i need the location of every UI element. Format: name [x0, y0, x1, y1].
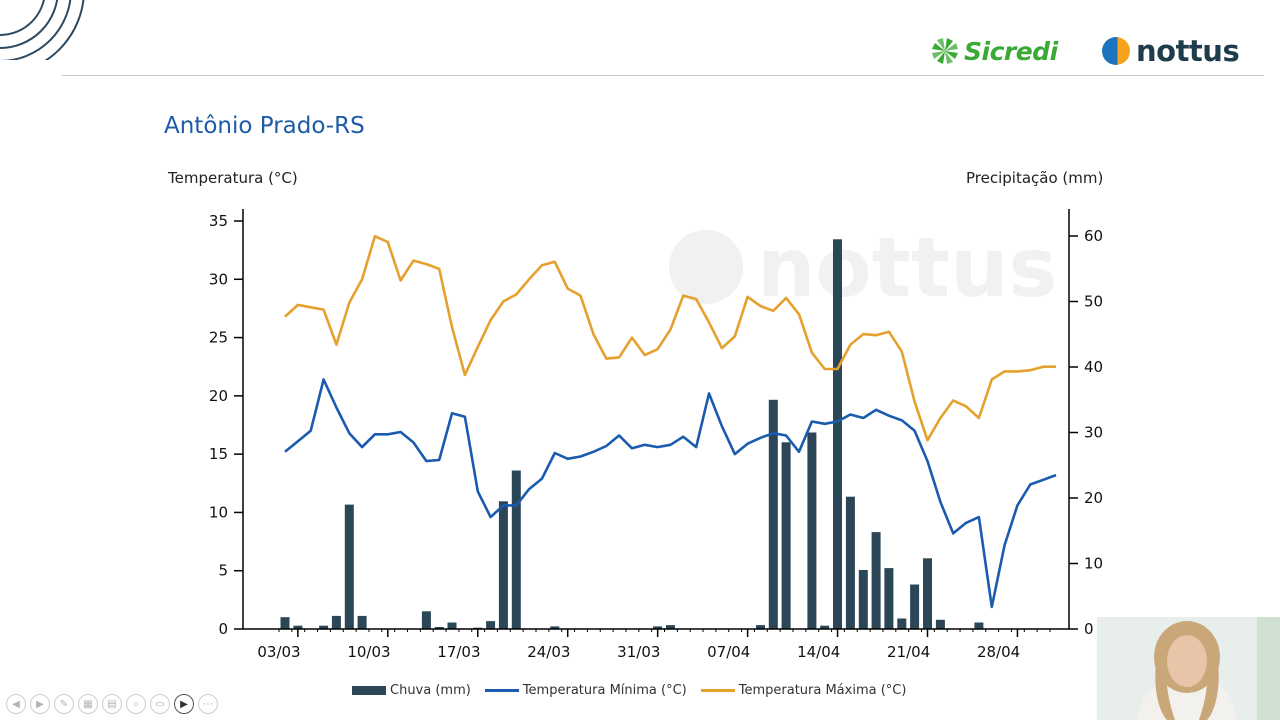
rain-bar	[666, 625, 675, 629]
sicredi-wordmark: Sicredi	[964, 36, 1058, 66]
temperature-lines	[284, 234, 1057, 609]
rain-bar	[807, 432, 817, 629]
x-tick-label: 28/04	[977, 643, 1020, 661]
x-tick-label: 14/04	[797, 643, 840, 661]
legend-swatch-tmax	[700, 689, 735, 692]
rain-bar	[293, 625, 303, 629]
nottus-logo: nottus	[1100, 33, 1240, 69]
left-y-tick-label: 5	[218, 562, 228, 580]
x-tick-label: 24/03	[527, 643, 570, 661]
rain-bar	[923, 558, 932, 629]
left-y-tick-label: 30	[209, 270, 228, 288]
page-title: Antônio Prado-RS	[164, 113, 365, 139]
rain-bar	[974, 622, 984, 629]
right-y-tick-label: 0	[1084, 620, 1094, 638]
sicredi-pinwheel-icon	[932, 38, 958, 64]
rain-bar	[935, 619, 945, 629]
legend-item-rain: Chuva (mm)	[352, 683, 471, 698]
rain-bar	[280, 617, 290, 629]
header-divider	[62, 75, 1264, 76]
nottus-wordmark: nottus	[1136, 34, 1240, 68]
left-y-tick-label: 20	[209, 387, 228, 405]
legend-item-tmax: Temperatura Máxima (°C)	[700, 683, 907, 698]
rain-bar	[768, 399, 778, 630]
legend-swatch-tmin	[484, 689, 519, 692]
right-y-tick-label: 30	[1084, 424, 1103, 442]
rain-bar	[331, 615, 341, 629]
right-y-tick-label: 50	[1084, 293, 1103, 311]
rain-bar	[781, 442, 791, 629]
x-tick-label: 07/04	[707, 643, 750, 661]
chart-axes: 0 5 10 15 20 25 30 35 0 10 20 30 40 50 60 03/03 10/03 17/…	[209, 209, 1103, 661]
rain-bar	[910, 584, 920, 629]
right-y-tick-label: 60	[1084, 227, 1103, 245]
rain-bar	[845, 496, 855, 629]
rain-bar	[447, 622, 457, 629]
rain-bar	[357, 615, 367, 629]
eraser-button[interactable]: ▦	[78, 694, 98, 714]
camera-button[interactable]: ▶	[174, 694, 194, 714]
left-y-tick-label: 15	[209, 445, 228, 463]
nottus-globe-icon	[1102, 37, 1130, 65]
right-y-tick-label: 20	[1084, 489, 1103, 507]
zoom-button[interactable]: ⌕	[126, 694, 146, 714]
grid-view-button[interactable]: ▤	[102, 694, 122, 714]
rain-bar	[434, 627, 444, 629]
x-tick-label: 03/03	[257, 643, 300, 661]
rain-bar	[486, 621, 496, 629]
rain-bars	[280, 239, 984, 630]
presenter-video-icon	[1097, 617, 1280, 720]
legend-swatch-rain	[352, 686, 386, 695]
rain-bar	[871, 532, 881, 629]
slides-button[interactable]: ▭	[150, 694, 170, 714]
rain-bar	[897, 618, 907, 629]
right-y-tick-label: 10	[1084, 555, 1103, 573]
next-slide-button[interactable]: ▶	[30, 694, 50, 714]
legend-label-rain: Chuva (mm)	[390, 683, 471, 698]
x-tick-label: 31/03	[617, 643, 660, 661]
rain-bar	[653, 626, 663, 629]
rain-bar	[550, 626, 560, 629]
left-y-tick-label: 25	[209, 329, 228, 347]
tmin-line	[284, 378, 1057, 609]
right-axis-title: Precipitação (mm)	[966, 169, 1104, 187]
x-tick-label: 17/03	[437, 643, 480, 661]
rain-bar	[498, 501, 508, 629]
pen-tool-button[interactable]: ✎	[54, 694, 74, 714]
rain-bar	[858, 570, 868, 629]
left-y-tick-label: 35	[209, 212, 228, 230]
rain-bar	[756, 625, 765, 629]
prev-slide-button[interactable]: ◀	[6, 694, 26, 714]
left-y-tick-label: 0	[218, 620, 228, 638]
left-y-tick-label: 10	[209, 503, 228, 521]
presentation-controls: ◀ ▶ ✎ ▦ ▤ ⌕ ▭ ▶ ⋯	[6, 694, 218, 714]
legend-label-tmax: Temperatura Máxima (°C)	[738, 683, 907, 698]
rain-bar	[884, 568, 894, 629]
more-options-button[interactable]: ⋯	[198, 694, 218, 714]
tmax-line	[284, 234, 1056, 442]
rain-bar	[820, 625, 830, 629]
right-y-tick-label: 40	[1084, 358, 1103, 376]
x-tick-label: 10/03	[347, 643, 390, 661]
legend-label-tmin: Temperatura Mínima (°C)	[522, 683, 687, 698]
chart-legend: Chuva (mm) Temperatura Mínima (°C) Tempe…	[352, 683, 920, 698]
watermark-text: nottus	[757, 221, 1057, 316]
sicredi-logo: Sicredi	[930, 33, 1058, 69]
rain-bar	[344, 504, 354, 629]
presenter-webcam	[1097, 617, 1280, 720]
x-tick-label: 21/04	[887, 643, 930, 661]
left-axis-title: Temperatura (°C)	[168, 169, 298, 187]
legend-item-tmin: Temperatura Mínima (°C)	[484, 683, 687, 698]
rain-bar	[421, 611, 431, 629]
rain-bar	[511, 470, 521, 629]
nottus-watermark: nottus	[669, 221, 1057, 316]
rain-bar	[319, 625, 329, 629]
rain-bar	[833, 239, 842, 630]
